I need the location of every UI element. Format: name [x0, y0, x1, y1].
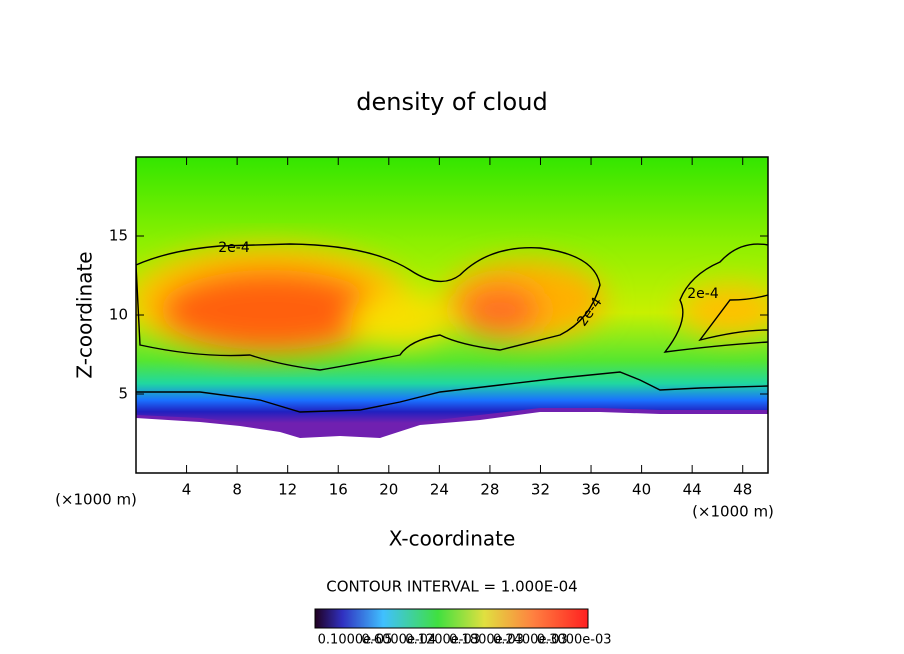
x-tick-label: 16 — [329, 481, 348, 499]
y-tick-label: 5 — [118, 385, 128, 403]
colorbar-label: 0.1000e-05 — [318, 633, 393, 648]
y-tick-label: 15 — [109, 227, 128, 245]
x-tick-label: 32 — [531, 481, 550, 499]
x-tick-label: 44 — [683, 481, 702, 499]
x-tick-label: 8 — [232, 481, 242, 499]
x-tick-label: 20 — [379, 481, 398, 499]
x-tick-label: 40 — [632, 481, 651, 499]
colorbar-label: 0.1200e-03 — [405, 633, 480, 648]
x-axis-label: X-coordinate — [389, 527, 516, 551]
x-tick-label: 36 — [581, 481, 600, 499]
colorbar-label: 0.3000e-03 — [537, 633, 612, 648]
colorbar-label: 0.1800e-03 — [449, 633, 524, 648]
x-tick-label: 24 — [430, 481, 449, 499]
x-tick-label: 4 — [182, 481, 192, 499]
x-tick-label: 12 — [278, 481, 297, 499]
y-tick-label: 10 — [109, 306, 128, 324]
x-tick-label: 28 — [480, 481, 499, 499]
x-tick-label: 48 — [733, 481, 752, 499]
colorbar-label: 0.2400e-03 — [493, 633, 568, 648]
colorbar-label: 0.6000e-04 — [361, 633, 436, 648]
y-axis-label: Z-coordinate — [73, 251, 97, 378]
contour-interval: CONTOUR INTERVAL = 1.000E-04 — [326, 578, 577, 596]
x-unit-label: (×1000 m) — [55, 491, 137, 509]
colorbar — [314, 608, 589, 629]
field — [136, 157, 768, 473]
x-unit-label: (×1000 m) — [692, 503, 774, 521]
contour-label: 2e-4 — [687, 286, 719, 302]
chart-title: density of cloud — [356, 88, 547, 116]
contour-label: 2e-4 — [218, 240, 250, 256]
